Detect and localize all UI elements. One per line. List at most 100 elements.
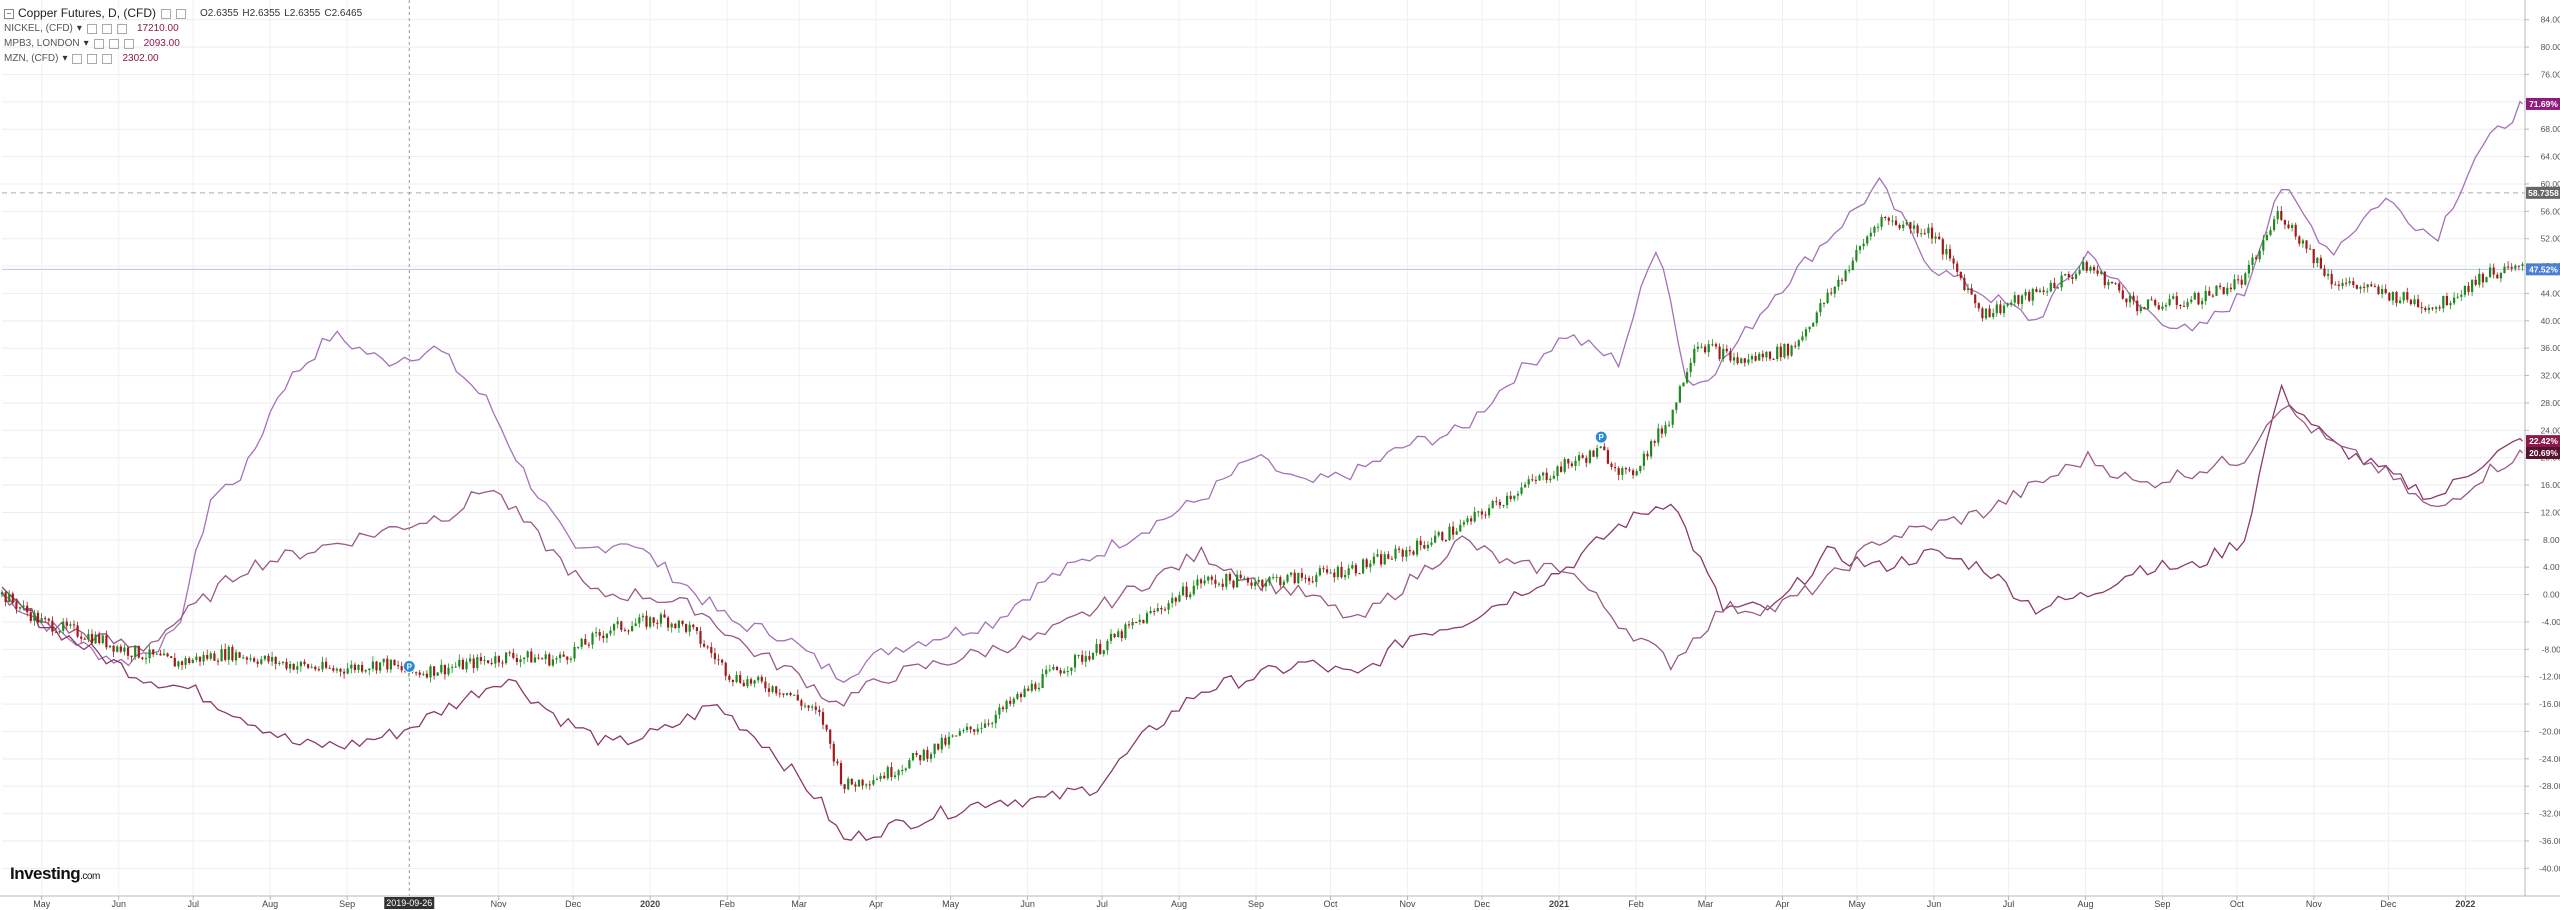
candle-body — [1855, 249, 1858, 261]
candle-body — [1149, 611, 1152, 614]
candle-body — [2222, 287, 2225, 295]
legend-overlay-value: 2093.00 — [143, 38, 180, 49]
candle-body — [1347, 568, 1350, 575]
candle-body — [1434, 535, 1437, 543]
candle-body — [1437, 532, 1440, 536]
candle-body — [2499, 273, 2502, 279]
close-icon[interactable] — [123, 38, 134, 49]
candle-body — [2323, 268, 2326, 276]
candle-body — [436, 672, 439, 676]
candle-body — [1801, 336, 1804, 341]
candle-body — [2074, 273, 2078, 279]
candle-body — [1660, 428, 1663, 434]
candle-body — [1621, 468, 1624, 475]
investing-logo[interactable]: Investing.com — [10, 864, 100, 884]
candle-body — [234, 652, 238, 661]
legend-overlay-value: 2302.00 — [122, 53, 159, 64]
y-tick-label: -16.00% — [2539, 699, 2560, 709]
eye-icon[interactable] — [86, 23, 97, 34]
candle-body — [598, 632, 601, 636]
x-axis[interactable]: May Jun Jul Aug Sep Nov Dec 2020 Feb Mar Apr May Jun… — [0, 895, 2560, 909]
y-tick-label: 24.00% — [2541, 425, 2560, 435]
legend-overlay-mpb3[interactable]: MPB3, LONDON ▾ 2093.00 — [4, 36, 362, 51]
event-marker[interactable] — [1594, 430, 1608, 444]
candle-body — [1124, 624, 1127, 639]
collapse-icon[interactable]: − — [4, 8, 14, 19]
chevron-down-icon[interactable]: ▾ — [62, 53, 68, 64]
candle-body — [238, 652, 241, 658]
event-marker[interactable] — [402, 659, 416, 673]
candle-body — [296, 666, 299, 670]
candle-body — [814, 706, 817, 710]
candle-body — [2139, 307, 2142, 312]
chevron-down-icon[interactable]: ▾ — [76, 23, 82, 34]
settings-icon[interactable] — [108, 38, 119, 49]
candle-body — [2121, 290, 2124, 299]
legend-overlay-mzn[interactable]: MZN, (CFD) ▾ 2302.00 — [4, 51, 362, 66]
candle-body — [2348, 281, 2351, 284]
settings-icon[interactable] — [87, 53, 98, 64]
candle-body — [749, 679, 753, 684]
candle-body — [544, 654, 547, 660]
close-icon[interactable] — [102, 53, 113, 64]
candle-body — [479, 657, 482, 661]
candle-body — [1560, 466, 1563, 472]
candle-body — [1199, 579, 1203, 584]
candle-body — [861, 779, 864, 786]
candle-body — [458, 659, 461, 667]
candle-body — [1538, 475, 1541, 481]
candle-body — [1891, 220, 1894, 222]
candle-body — [325, 661, 328, 668]
candle-body — [2287, 224, 2290, 229]
x-tick-label: Jun — [111, 899, 126, 909]
candle-body — [710, 647, 713, 654]
candle-body — [721, 659, 724, 663]
candle-body — [451, 667, 454, 669]
candle-body — [1275, 577, 1278, 579]
candle-body — [1606, 450, 1609, 464]
candle-body — [1588, 450, 1591, 463]
eye-icon[interactable] — [161, 8, 172, 19]
candle-body — [1563, 459, 1566, 472]
candle-body — [2449, 303, 2452, 306]
series-line-mzn — [1, 404, 2523, 707]
candle-body — [1923, 233, 1926, 235]
candle-body — [1711, 344, 1714, 346]
candle-body — [2478, 273, 2481, 285]
settings-icon[interactable] — [176, 8, 187, 19]
candle-body — [2006, 304, 2009, 306]
candle-body — [2337, 284, 2340, 286]
event-markers[interactable]: PP — [402, 430, 1608, 673]
legend-main-row[interactable]: − Copper Futures, D, (CFD) O2.6355 H2.63… — [4, 6, 362, 21]
settings-icon[interactable] — [101, 23, 112, 34]
candle-body — [865, 784, 868, 786]
candle-body — [87, 634, 90, 640]
y-tick-label: 16.00% — [2541, 480, 2560, 490]
candle-body — [645, 615, 648, 627]
candle-body — [1023, 688, 1026, 697]
eye-icon[interactable] — [72, 53, 83, 64]
x-tick-label: Nov — [2306, 899, 2323, 909]
candle-body — [418, 672, 421, 675]
candle-body — [1163, 609, 1167, 611]
candle-body — [1441, 532, 1444, 541]
candle-body — [303, 661, 306, 665]
x-tick-label: Jul — [2003, 899, 2015, 909]
candle-body — [1174, 597, 1177, 602]
y-tick-label: -8.00% — [2542, 644, 2560, 654]
candle-body — [566, 656, 569, 660]
candle-body — [1063, 671, 1066, 674]
candle-body — [422, 673, 425, 675]
close-icon[interactable] — [116, 23, 127, 34]
candle-body — [18, 607, 22, 609]
chevron-down-icon[interactable]: ▾ — [83, 38, 89, 49]
candle-body — [782, 693, 785, 695]
eye-icon[interactable] — [93, 38, 104, 49]
candle-body — [2424, 308, 2427, 311]
legend-overlay-nickel[interactable]: NICKEL, (CFD) ▾ 17210.00 — [4, 21, 362, 36]
candle-body — [591, 633, 594, 645]
candle-body — [508, 652, 511, 654]
candle-body — [1318, 568, 1321, 576]
candle-body — [2035, 289, 2038, 293]
